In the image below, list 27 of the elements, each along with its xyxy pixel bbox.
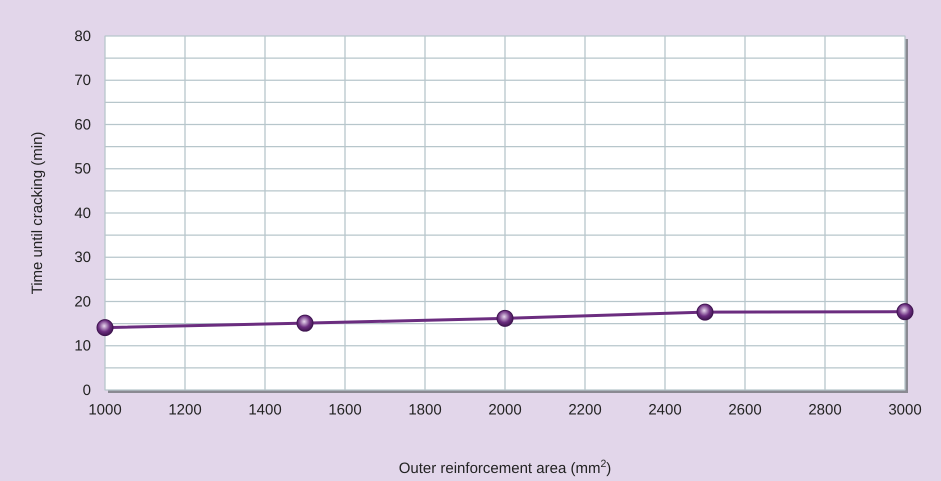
y-tick-label: 30 [74,249,91,266]
y-tick-label: 40 [74,204,91,222]
y-tick-label: 0 [82,382,91,399]
x-tick-label: 2800 [808,402,842,419]
point [296,314,314,332]
x-axis-title: Outer reinforcement area (mm$^{2}$) [398,458,612,477]
y-axis-title: Time until cracking (min) [29,132,46,294]
point [696,304,714,321]
point [496,310,514,327]
y-tick-label: 20 [74,293,91,310]
x-tick-label: 1600 [328,402,362,419]
x-tick-label: 2000 [488,402,522,419]
x-tick-label: 1800 [408,402,442,419]
y-tick-label: 10 [74,338,91,355]
x-tick-label: 1200 [168,402,202,419]
x-tick-label: 2400 [648,402,682,419]
point [96,319,114,336]
point [896,303,914,320]
y-tick-label: 60 [74,116,91,134]
y-tick-label: 50 [74,160,91,178]
x-tick-label: 1000 [88,402,122,419]
x-tick-label: 1400 [248,402,282,419]
y-tick-label: 70 [74,72,91,90]
x-tick-label: 3000 [888,402,922,419]
x-tick-label: 2600 [728,402,762,419]
y-tick-label: 80 [74,28,91,45]
x-tick-label: 2200 [568,402,602,419]
